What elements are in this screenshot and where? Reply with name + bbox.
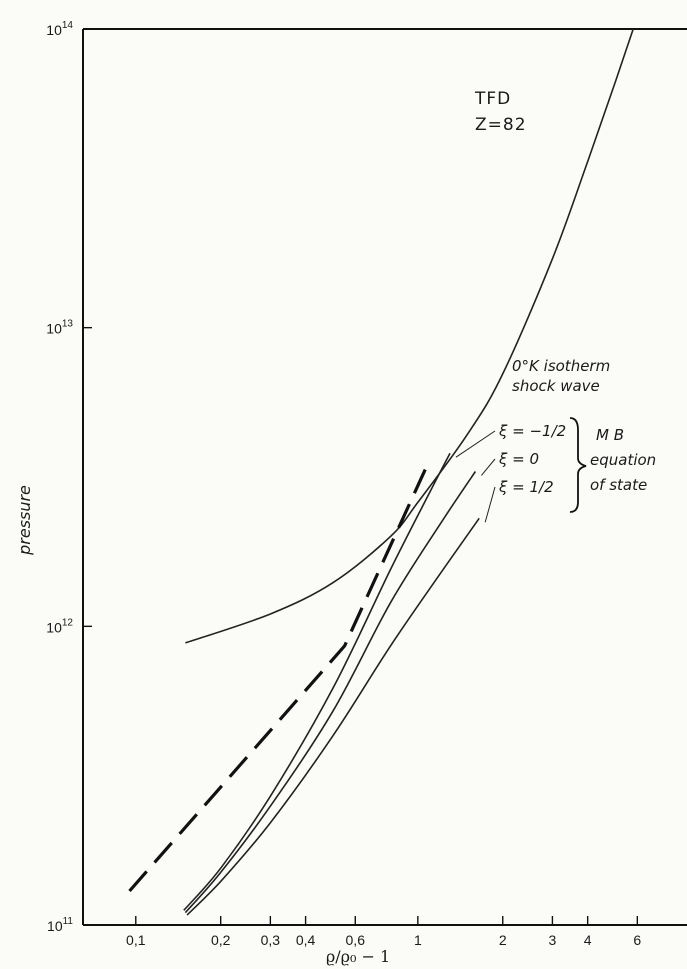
x-tick-label: 6 — [633, 932, 641, 948]
x-tick-label: 0,2 — [211, 932, 231, 948]
x-tick-label: 2 — [499, 932, 507, 948]
y-tick-label: 1013 — [46, 319, 73, 337]
series-isotherm-line — [128, 459, 431, 893]
annotations-layer: TFD Z=82 0°K isotherm shock wave ξ = −1/2 ξ =… — [455, 89, 656, 523]
series-xi_pos_half-line — [186, 517, 480, 916]
ticks-layer: 0,1 0,2 0,3 0,4 0,6 1 2 3 4 6 1011 1012 1013 1014 — [46, 20, 641, 948]
annotation-xi-label-2: ξ = 0 — [498, 450, 539, 468]
series-tfd-line — [185, 28, 634, 644]
x-tick-label: 0,6 — [346, 932, 366, 948]
series-xi_neg_half-line — [183, 452, 451, 911]
brace-mark — [569, 417, 587, 513]
y-axis-label: pressure — [15, 485, 34, 556]
x-tick-label: 0,4 — [296, 932, 316, 948]
annotation-equation: equation — [590, 451, 656, 469]
x-tick-label: 1 — [414, 932, 422, 948]
x-tick-label: 4 — [584, 932, 592, 948]
axes-layer — [82, 28, 687, 926]
x-tick-label: 3 — [549, 932, 557, 948]
leader-line — [481, 458, 496, 476]
annotation-mb: M B — [596, 426, 624, 444]
leader-line — [455, 430, 496, 458]
annotation-shock-wave: shock wave — [512, 377, 600, 395]
y-tick-label: 1011 — [47, 916, 73, 934]
annotation-z: Z=82 — [475, 115, 527, 135]
annotation-of-state: of state — [590, 476, 647, 494]
annotation-xi-label-3: ξ = 1/2 — [498, 478, 554, 496]
annotation-isotherm: 0°K isotherm — [512, 357, 610, 375]
annotation-tfd: TFD — [474, 89, 511, 109]
y-tick-label: 1014 — [46, 20, 73, 38]
x-axis-label: ϱ/ϱ₀ − 1 — [326, 947, 390, 966]
series-layer — [128, 28, 634, 916]
annotation-xi-label-1: ξ = −1/2 — [498, 422, 566, 440]
x-tick-label: 0,1 — [126, 932, 146, 948]
series-xi_zero-line — [184, 471, 477, 914]
leader-line — [484, 486, 496, 523]
x-tick-label: 0,3 — [261, 932, 281, 948]
y-tick-label: 1012 — [46, 617, 73, 635]
